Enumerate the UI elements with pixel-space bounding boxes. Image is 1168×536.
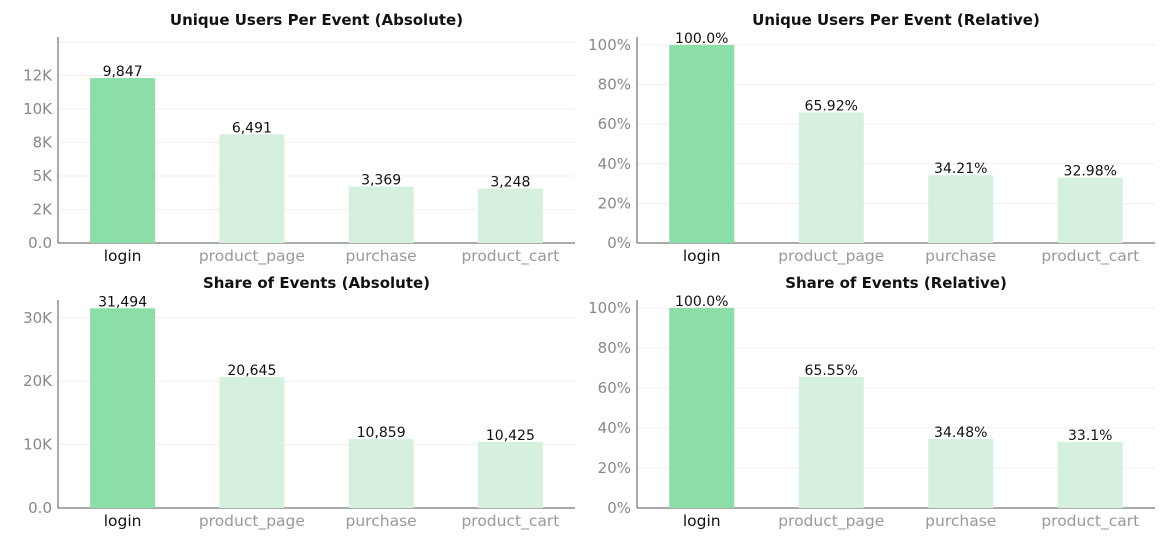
x-tick-label: product_page	[778, 247, 884, 266]
data-label: 3,369	[361, 173, 401, 189]
x-tick-label: login	[683, 247, 721, 265]
y-tick-label: 20K	[23, 372, 53, 390]
bar-purchase	[348, 439, 414, 508]
data-label: 34.48%	[934, 425, 987, 441]
bar-product-page	[798, 376, 864, 508]
y-tick-label: 40%	[598, 419, 631, 437]
chart-title: Unique Users Per Event (Relative)	[752, 11, 1040, 29]
y-tick-label: 8K	[33, 134, 54, 152]
bar-product-page	[219, 377, 285, 508]
bar-product-cart	[477, 188, 543, 243]
y-tick-label: 10K	[23, 100, 53, 118]
y-tick-label: 100%	[588, 36, 631, 54]
chart-panel-3: 0.0 10K 20K 30K 31,494 login 20,645 product_pag…	[23, 274, 575, 531]
x-tick-label: purchase	[925, 512, 996, 530]
data-label: 100.0%	[675, 31, 728, 47]
chart-panel-2: 0% 20% 40% 60% 80% 100% 100.0% login 65.92% produ…	[588, 11, 1155, 266]
y-tick-label: 5K	[33, 167, 54, 185]
data-label: 6,491	[232, 120, 272, 136]
bar-purchase	[348, 186, 414, 243]
x-tick-label: product_page	[199, 247, 305, 266]
data-label: 20,645	[227, 363, 276, 379]
bar-purchase	[928, 175, 994, 243]
data-label: 34.21%	[934, 161, 987, 177]
data-label: 32.98%	[1064, 164, 1117, 180]
x-tick-label: purchase	[346, 512, 417, 530]
data-label: 3,248	[490, 175, 530, 191]
y-tick-label: 30K	[23, 309, 53, 327]
y-tick-label: 40%	[598, 155, 631, 173]
bar-product-cart	[1057, 441, 1123, 508]
y-tick-label: 12K	[23, 67, 53, 85]
x-tick-label: product_cart	[461, 512, 559, 531]
data-label: 31,494	[98, 294, 147, 310]
chart-title: Share of Events (Absolute)	[203, 274, 430, 292]
data-label: 100.0%	[675, 294, 728, 310]
data-label: 10,425	[486, 428, 535, 444]
chart-panel-1: 0.0 2K 5K 8K 10K 12K 9,847 login 6,491 product_pa…	[23, 11, 575, 266]
bar-product-cart	[477, 441, 543, 508]
chart-title: Unique Users Per Event (Absolute)	[170, 11, 463, 29]
y-tick-label: 100%	[588, 299, 631, 317]
bar-login	[669, 308, 735, 508]
x-tick-label: purchase	[346, 247, 417, 265]
bar-purchase	[928, 439, 994, 508]
x-tick-label: purchase	[925, 247, 996, 265]
y-tick-label: 80%	[598, 339, 631, 357]
y-tick-label: 80%	[598, 76, 631, 94]
bar-login	[669, 44, 735, 243]
y-tick-label: 0.0	[28, 234, 52, 252]
bar-login	[90, 78, 156, 243]
y-tick-label: 60%	[598, 115, 631, 133]
y-tick-label: 0.0	[28, 499, 52, 517]
x-tick-label: login	[683, 512, 721, 530]
y-tick-label: 20%	[598, 194, 631, 212]
x-tick-label: product_cart	[1041, 247, 1139, 266]
y-tick-label: 0%	[607, 234, 631, 252]
x-tick-label: product_page	[199, 512, 305, 531]
x-tick-label: product_cart	[461, 247, 559, 266]
x-tick-label: product_page	[778, 512, 884, 531]
data-label: 33.1%	[1068, 428, 1112, 444]
chart-panel-4: 0% 20% 40% 60% 80% 100% 100.0% login 65.55% produ…	[588, 274, 1155, 531]
bar-product-cart	[1057, 177, 1123, 243]
y-tick-label: 2K	[33, 201, 54, 219]
y-tick-label: 20%	[598, 459, 631, 477]
data-label: 65.92%	[805, 98, 858, 114]
bar-login	[90, 308, 156, 508]
data-label: 65.55%	[805, 363, 858, 379]
x-tick-label: login	[104, 512, 142, 530]
y-tick-label: 0%	[607, 499, 631, 517]
x-tick-label: product_cart	[1041, 512, 1139, 531]
data-label: 9,847	[103, 64, 143, 80]
data-label: 10,859	[357, 425, 406, 441]
y-tick-label: 60%	[598, 379, 631, 397]
chart-title: Share of Events (Relative)	[785, 274, 1007, 292]
y-tick-label: 10K	[23, 436, 53, 454]
bar-product-page	[798, 112, 864, 243]
x-tick-label: login	[104, 247, 142, 265]
bar-product-page	[219, 134, 285, 243]
